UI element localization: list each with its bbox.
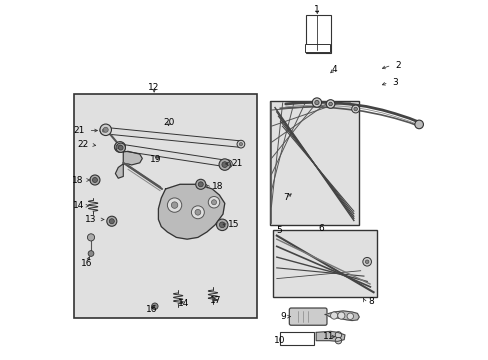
- Text: 21: 21: [230, 159, 242, 168]
- Circle shape: [237, 140, 244, 148]
- Text: 22: 22: [77, 140, 88, 149]
- Circle shape: [102, 129, 105, 132]
- FancyBboxPatch shape: [289, 308, 326, 325]
- Circle shape: [191, 206, 204, 219]
- Circle shape: [116, 143, 125, 152]
- Circle shape: [87, 234, 94, 241]
- Bar: [305, 15, 330, 53]
- Text: 17: 17: [210, 296, 221, 305]
- Circle shape: [335, 332, 341, 338]
- Bar: [305, 44, 329, 52]
- Polygon shape: [325, 311, 359, 320]
- Circle shape: [198, 182, 203, 187]
- Circle shape: [219, 159, 230, 170]
- Text: 20: 20: [163, 118, 175, 127]
- Circle shape: [195, 179, 205, 189]
- Circle shape: [171, 202, 178, 208]
- Circle shape: [330, 312, 337, 319]
- Text: 7: 7: [283, 193, 289, 202]
- Polygon shape: [118, 144, 228, 167]
- Circle shape: [314, 100, 319, 105]
- Circle shape: [118, 145, 123, 150]
- Circle shape: [414, 120, 423, 129]
- Text: 8: 8: [367, 297, 373, 306]
- Polygon shape: [103, 127, 241, 147]
- Circle shape: [216, 219, 227, 230]
- Bar: [273, 230, 376, 297]
- Circle shape: [92, 177, 97, 183]
- Circle shape: [335, 337, 341, 344]
- Circle shape: [118, 145, 122, 149]
- Text: 19: 19: [149, 155, 161, 164]
- Text: 16: 16: [81, 259, 92, 268]
- Text: 12: 12: [148, 83, 160, 92]
- Circle shape: [195, 210, 201, 215]
- Text: 14: 14: [72, 201, 83, 210]
- Circle shape: [103, 127, 108, 132]
- Circle shape: [224, 160, 232, 168]
- Circle shape: [353, 107, 357, 111]
- Circle shape: [115, 141, 125, 152]
- Text: 10: 10: [273, 336, 285, 345]
- Text: 5: 5: [276, 226, 282, 235]
- Circle shape: [211, 200, 216, 205]
- Circle shape: [362, 257, 371, 266]
- Text: 16: 16: [146, 305, 158, 314]
- Circle shape: [226, 162, 229, 166]
- Circle shape: [328, 102, 332, 106]
- Circle shape: [346, 313, 353, 319]
- Circle shape: [106, 216, 117, 226]
- Text: 15: 15: [228, 220, 240, 229]
- Circle shape: [239, 143, 242, 146]
- Text: 4: 4: [331, 65, 336, 74]
- Circle shape: [117, 145, 120, 149]
- Polygon shape: [115, 151, 142, 178]
- Text: 13: 13: [85, 215, 97, 224]
- Polygon shape: [158, 184, 224, 239]
- Bar: [74, 94, 257, 318]
- Circle shape: [90, 175, 100, 185]
- Circle shape: [312, 98, 321, 107]
- Circle shape: [351, 105, 359, 113]
- Circle shape: [365, 260, 368, 264]
- Text: 9: 9: [280, 312, 285, 321]
- Circle shape: [219, 222, 224, 228]
- Circle shape: [167, 198, 182, 212]
- Text: 2: 2: [394, 61, 400, 70]
- Circle shape: [151, 303, 158, 310]
- Polygon shape: [316, 331, 344, 341]
- Circle shape: [222, 162, 227, 167]
- Circle shape: [109, 219, 114, 224]
- Text: 18: 18: [211, 182, 223, 191]
- Text: 18: 18: [72, 176, 83, 185]
- Circle shape: [208, 197, 219, 208]
- Circle shape: [100, 124, 111, 135]
- Text: 6: 6: [318, 224, 324, 233]
- Bar: [269, 101, 359, 225]
- Text: 14: 14: [178, 299, 189, 308]
- Text: 11: 11: [323, 332, 334, 341]
- Circle shape: [100, 127, 107, 134]
- Circle shape: [337, 312, 344, 319]
- Text: 21: 21: [73, 126, 85, 135]
- Text: 3: 3: [391, 78, 397, 87]
- Bar: [280, 332, 314, 345]
- Circle shape: [325, 100, 334, 108]
- Circle shape: [114, 143, 122, 151]
- Circle shape: [88, 251, 94, 256]
- Text: 1: 1: [314, 5, 320, 14]
